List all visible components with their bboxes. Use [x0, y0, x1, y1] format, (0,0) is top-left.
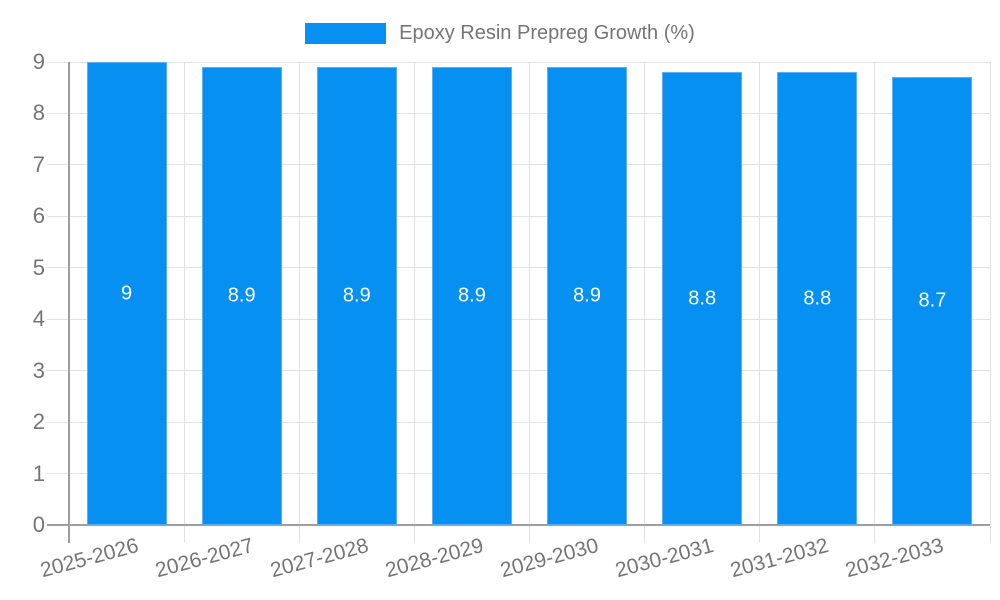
bar-value-label: 8.9 [573, 284, 601, 307]
y-tick-label: 5 [32, 254, 45, 280]
bar: 8.9 [201, 67, 282, 525]
bar-value-label: 8.9 [227, 284, 256, 307]
gridline-h [47, 421, 990, 423]
y-tick-label: 6 [32, 203, 45, 229]
y-tick-label: 4 [32, 306, 45, 332]
gridline-v [989, 62, 991, 543]
gridline-h [47, 473, 990, 475]
y-tick-label: 2 [32, 409, 45, 435]
bar-value-label: 8.9 [458, 284, 486, 307]
gridline-v [529, 62, 530, 543]
bar: 9 [86, 62, 167, 525]
bar-value-label: 8.7 [918, 289, 947, 312]
gridline-h [47, 267, 990, 269]
gridline-h [47, 215, 990, 217]
bar-value-label: 8.8 [803, 287, 832, 310]
bar-value-label: 8.9 [342, 284, 371, 307]
y-axis-line [68, 62, 70, 543]
gridline-v [413, 62, 415, 543]
bar: 8.8 [662, 72, 743, 525]
gridline-v [644, 62, 646, 543]
gridline-h [47, 61, 990, 63]
x-axis-baseline [47, 524, 990, 526]
gridline-v [183, 62, 185, 543]
y-tick-label: 9 [32, 49, 45, 74]
gridline-v [298, 62, 300, 543]
gridline-h [47, 370, 990, 372]
gridline-h [47, 318, 990, 320]
bar: 8.9 [316, 67, 397, 525]
legend-swatch [305, 22, 387, 44]
bar: 8.8 [777, 72, 858, 525]
y-tick-label: 3 [32, 357, 45, 383]
bar-value-label: 9 [121, 282, 133, 304]
gridline-v [759, 62, 761, 543]
y-tick-label: 1 [32, 460, 45, 486]
bar: 8.7 [892, 77, 973, 525]
bar: 8.9 [547, 67, 628, 525]
chart-legend: Epoxy Resin Prepreg Growth (%) [0, 21, 1000, 45]
y-tick-label: 8 [32, 100, 45, 126]
gridline-h [47, 112, 990, 114]
legend-label: Epoxy Resin Prepreg Growth (%) [399, 21, 695, 44]
bar: 8.9 [431, 67, 512, 525]
y-tick-label: 7 [32, 151, 45, 177]
gridline-h [47, 164, 990, 166]
gridline-v [874, 62, 876, 543]
bar-value-label: 8.8 [688, 287, 717, 310]
y-tick-label: 0 [32, 512, 45, 537]
